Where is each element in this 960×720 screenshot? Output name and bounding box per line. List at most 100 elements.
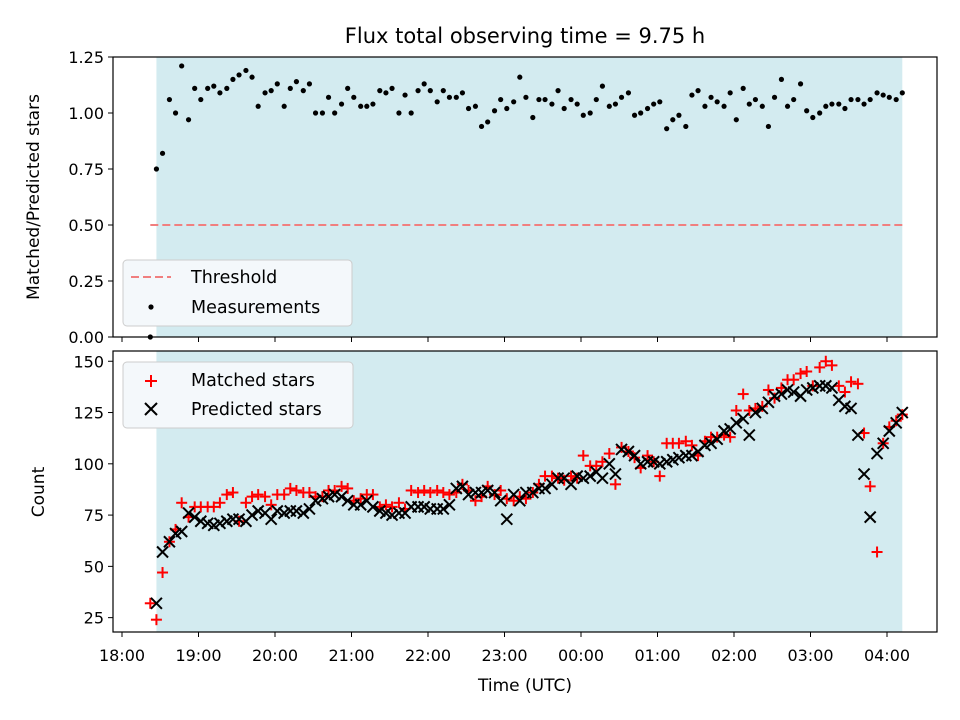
measurement-point <box>733 117 739 123</box>
predicted-star-point <box>232 512 246 526</box>
measurement-point <box>230 76 236 82</box>
measurement-point <box>478 123 485 130</box>
measurement-point <box>185 117 192 123</box>
measurement-point <box>867 96 873 103</box>
measurement-point <box>287 85 293 91</box>
bottom-x-tick-label: 01:00 <box>634 646 680 665</box>
measurement-point <box>886 94 892 100</box>
legend-measurements-swatch <box>148 304 154 310</box>
predicted-star-point <box>730 416 743 429</box>
bottom-legend-box <box>122 361 354 429</box>
predicted-star-point <box>194 515 208 528</box>
top-axes-frame <box>112 56 938 338</box>
measurement-point <box>498 96 504 103</box>
measurement-point <box>383 90 389 96</box>
matched-star-point <box>807 380 819 392</box>
top-y-tick-label: 1.25 <box>68 48 104 67</box>
measurement-point <box>211 83 217 89</box>
predicted-star-point <box>264 512 278 526</box>
measurement-point <box>848 96 854 103</box>
predicted-star-point <box>513 494 527 507</box>
predicted-star-point <box>825 381 839 395</box>
predicted-star-point <box>175 525 188 538</box>
matched-star-point <box>284 482 296 494</box>
measurement-point <box>415 88 421 94</box>
matched-star-point <box>711 431 723 443</box>
predicted-star-point <box>366 500 380 514</box>
measurement-point <box>325 94 332 100</box>
measurement-point <box>306 81 313 87</box>
measurement-point <box>293 79 300 85</box>
predicted-star-point <box>297 506 310 520</box>
predicted-star-point <box>876 437 890 450</box>
measurement-point <box>836 101 842 107</box>
measurement-point <box>861 101 867 107</box>
matched-star-point <box>431 484 443 496</box>
measurement-point <box>631 112 638 118</box>
measurement-point <box>351 94 357 100</box>
measurement-point <box>778 76 785 82</box>
top-y-ticks: 0.00 0.25 0.50 0.75 1.00 1.25 <box>68 48 113 347</box>
predicted-star-point <box>341 494 354 507</box>
measurement-point <box>472 103 479 109</box>
measurement-point <box>159 150 166 156</box>
measurement-point <box>683 123 689 130</box>
top-y-tick-label: 0.75 <box>68 160 104 179</box>
matched-star-point <box>788 374 800 386</box>
bottom-x-tick-label: 18:00 <box>99 646 145 665</box>
matched-star-point <box>603 448 615 460</box>
predicted-star-point <box>309 494 322 507</box>
measurement-point <box>312 110 319 116</box>
predicted-star-point <box>290 504 303 518</box>
predicted-star-point <box>462 488 475 501</box>
predicted-star-point <box>844 402 858 415</box>
measurement-point <box>179 63 185 69</box>
bottom-y-tick-label: 50 <box>84 557 104 576</box>
matched-star-point <box>826 359 838 371</box>
measurement-point <box>243 67 249 74</box>
measurement-point <box>574 101 580 107</box>
measurement-point <box>689 92 695 98</box>
measurement-point <box>300 88 306 94</box>
predicted-star-point <box>596 471 609 485</box>
matched-star-point <box>265 499 277 511</box>
measurement-point <box>599 83 606 89</box>
measurement-point <box>485 119 491 125</box>
bottom-y-ticks: 25 50 75 100 125 150 <box>73 352 113 628</box>
predicted-star-point <box>150 597 163 610</box>
predicted-star-point <box>443 498 456 512</box>
measurement-point <box>319 110 326 116</box>
predicted-star-point <box>615 443 628 456</box>
predicted-star-point <box>583 469 597 483</box>
measurement-point <box>804 108 810 114</box>
measurement-point <box>511 99 517 105</box>
measurement-point <box>561 105 567 112</box>
matched-star-point <box>412 487 424 499</box>
measurement-point <box>536 96 542 103</box>
measurement-point <box>192 85 198 91</box>
matched-star-point <box>221 489 233 501</box>
predicted-star-point <box>163 535 176 548</box>
predicted-star-point <box>437 502 450 516</box>
measurement-point <box>236 72 242 78</box>
measurement-point <box>638 110 644 116</box>
measurement-point <box>153 166 160 172</box>
measurement-point <box>255 103 261 109</box>
measurement-point <box>549 101 555 107</box>
bottom-x-tick-label: 02:00 <box>711 646 757 665</box>
measurement-point <box>370 101 376 107</box>
predicted-star-point <box>609 467 622 481</box>
top-y-tick-label: 0.25 <box>68 272 104 291</box>
matched-star-point <box>845 376 857 388</box>
measurement-point <box>721 103 727 109</box>
measurement-points <box>147 63 905 340</box>
bottom-y-tick-label: 25 <box>84 609 104 628</box>
measurement-point <box>421 81 427 87</box>
predicted-star-point <box>156 545 169 559</box>
matched-star-point <box>852 378 864 390</box>
predicted-star-point <box>335 490 348 503</box>
bottom-y-tick-label: 75 <box>84 506 104 525</box>
measurement-point <box>676 112 682 118</box>
measurement-point <box>651 101 657 107</box>
